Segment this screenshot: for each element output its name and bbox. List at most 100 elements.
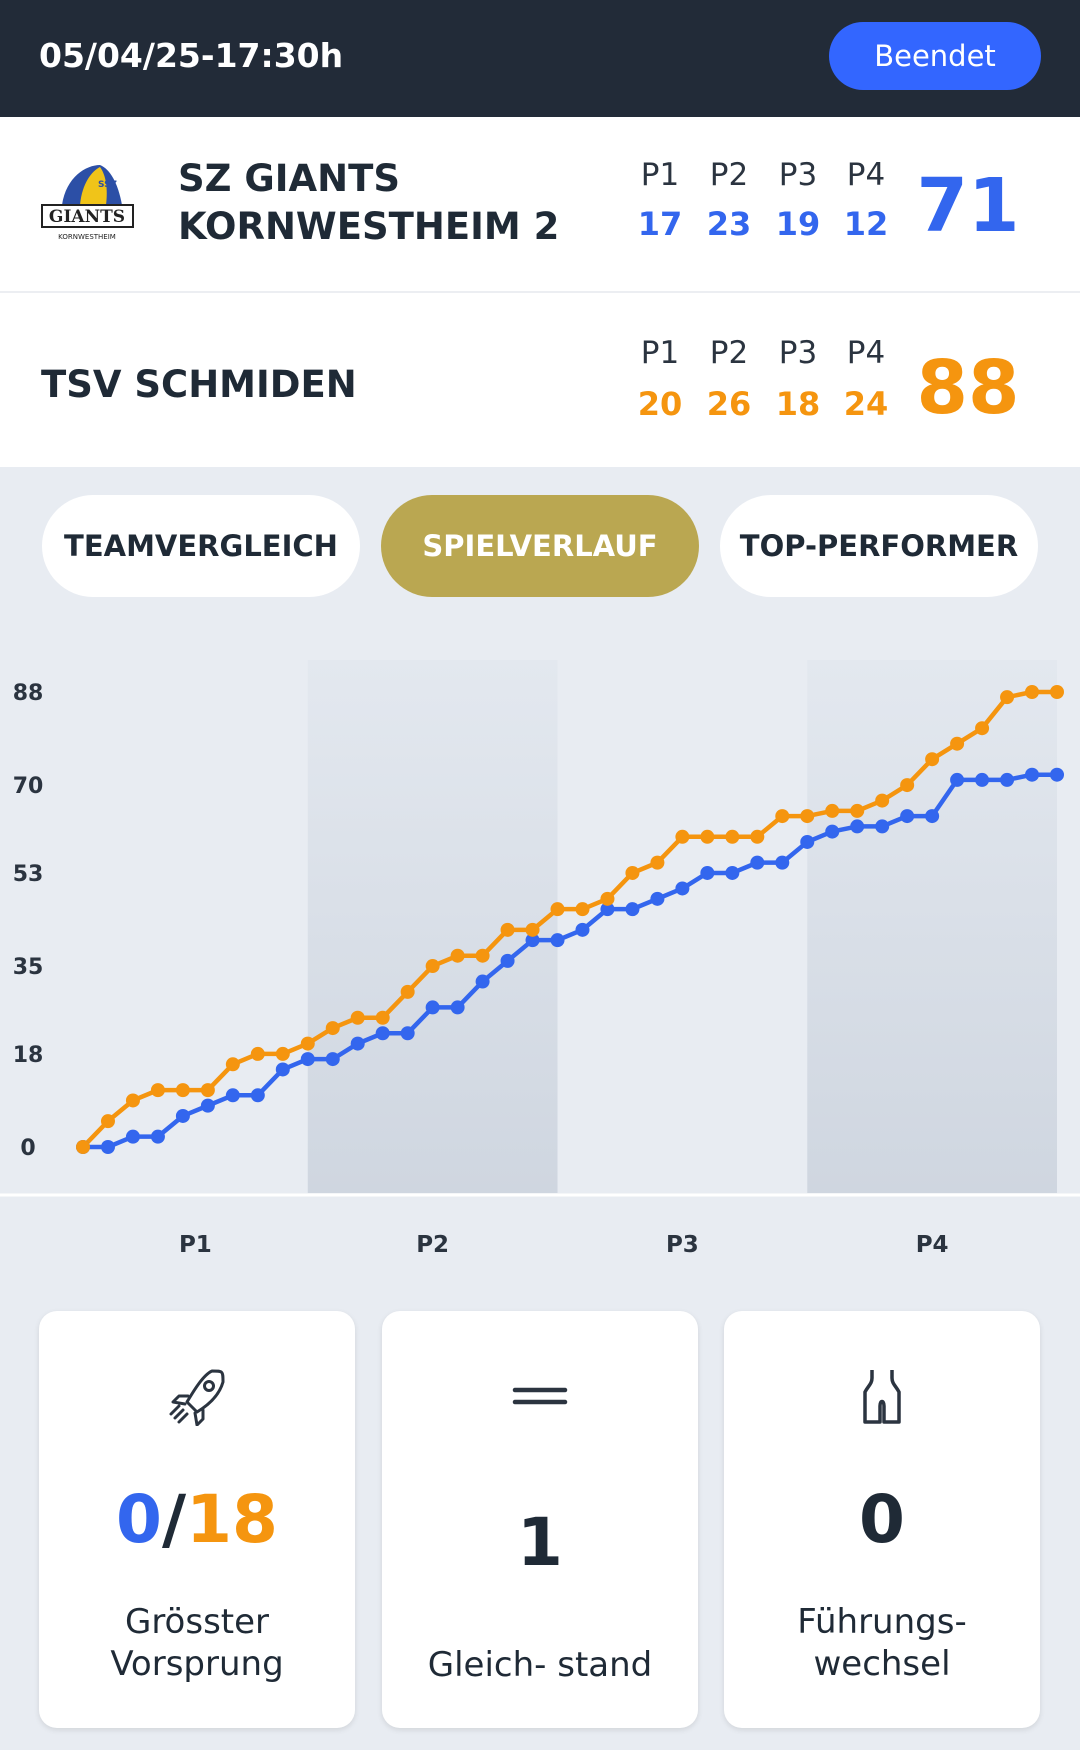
data-point bbox=[925, 752, 940, 767]
data-point bbox=[950, 736, 965, 751]
data-point bbox=[1050, 685, 1064, 699]
data-point bbox=[325, 1052, 340, 1067]
lead-changes-label-line2: wechsel bbox=[813, 1644, 951, 1684]
data-point bbox=[1050, 767, 1064, 782]
lead-label-line2: Vorsprung bbox=[110, 1644, 284, 1684]
vest-icon bbox=[863, 1370, 901, 1424]
period-label: P4 bbox=[846, 157, 886, 193]
data-point bbox=[750, 855, 765, 870]
game-date: 05/04/25-17:30h bbox=[39, 36, 344, 75]
team-name: SZ GIANTS KORNWESTHEIM 2 bbox=[178, 155, 559, 251]
data-point bbox=[100, 1140, 115, 1154]
score-progression-chart: 0 18 35 53 70 88 P1 P2 P3 P4 bbox=[0, 660, 1080, 1258]
lead-value-home: 0 bbox=[116, 1481, 162, 1558]
data-point bbox=[975, 721, 990, 736]
period-label: P1 bbox=[640, 157, 680, 193]
data-point bbox=[300, 1036, 315, 1051]
period-score: 12 bbox=[843, 205, 889, 243]
data-point bbox=[1000, 772, 1015, 787]
team-row-away[interactable]: TSV SCHMIDEN P1 P2 P3 P4 20 26 18 24 88 bbox=[0, 293, 1080, 467]
y-tick-label: 0 bbox=[20, 1136, 35, 1161]
data-point bbox=[650, 891, 665, 906]
logo-sub-text: KORNWESTHEIM bbox=[58, 233, 116, 241]
tab-top-performer[interactable]: TOP-PERFORMER bbox=[720, 495, 1038, 597]
data-point bbox=[625, 865, 640, 880]
data-point bbox=[100, 1114, 115, 1129]
lead-changes-value: 0 bbox=[859, 1481, 905, 1558]
logo-badge-text: SSZ bbox=[98, 180, 118, 190]
data-point bbox=[850, 819, 865, 834]
period-score: 17 bbox=[637, 205, 683, 243]
data-point bbox=[400, 1026, 415, 1041]
team-name-line1: SZ GIANTS bbox=[178, 157, 400, 200]
data-point bbox=[175, 1083, 190, 1098]
data-point bbox=[575, 902, 590, 917]
data-point bbox=[250, 1046, 265, 1061]
data-point bbox=[425, 1000, 440, 1015]
equals-icon bbox=[512, 1387, 568, 1405]
data-point bbox=[600, 891, 615, 906]
data-point bbox=[825, 824, 840, 839]
x-tick-label: P3 bbox=[666, 1232, 699, 1258]
data-point bbox=[150, 1083, 165, 1098]
data-point bbox=[150, 1129, 165, 1144]
data-point bbox=[950, 772, 965, 787]
data-point bbox=[200, 1098, 215, 1113]
status-button[interactable]: Beendet bbox=[829, 22, 1041, 90]
data-point bbox=[500, 922, 515, 937]
lead-changes-label: Führungs- wechsel bbox=[724, 1601, 1040, 1685]
tab-teamvergleich[interactable]: TEAMVERGLEICH bbox=[42, 495, 360, 597]
data-point bbox=[225, 1088, 240, 1103]
top-bar: 05/04/25-17:30h Beendet bbox=[0, 0, 1080, 117]
data-point bbox=[850, 803, 865, 818]
lead-value: 0/18 bbox=[39, 1481, 355, 1558]
data-point bbox=[975, 772, 990, 787]
y-tick-label: 70 bbox=[13, 774, 44, 799]
logo-main-text: GIANTS bbox=[49, 207, 125, 227]
tab-spielverlauf[interactable]: SPIELVERLAUF bbox=[381, 495, 699, 597]
data-point bbox=[750, 829, 765, 844]
y-tick-label: 35 bbox=[13, 955, 44, 980]
data-point bbox=[900, 778, 915, 793]
lead-label: Grösster Vorsprung bbox=[39, 1601, 355, 1685]
data-point bbox=[125, 1093, 140, 1108]
data-point bbox=[875, 819, 890, 834]
ties-label: Gleich- stand bbox=[427, 1645, 653, 1685]
stat-card-lead: 0/18 Grösster Vorsprung bbox=[39, 1311, 355, 1728]
data-point bbox=[725, 829, 740, 844]
data-point bbox=[225, 1057, 240, 1072]
period-band bbox=[807, 660, 1057, 1193]
period-label: P2 bbox=[709, 157, 749, 193]
data-point bbox=[76, 1140, 90, 1154]
series-line-home bbox=[83, 772, 1057, 1150]
data-point bbox=[275, 1046, 290, 1061]
rocket-icon bbox=[169, 1369, 225, 1426]
data-point bbox=[725, 865, 740, 880]
stat-card-lead-changes: 0 Führungs- wechsel bbox=[724, 1311, 1040, 1728]
data-point bbox=[475, 974, 490, 989]
period-label: P1 bbox=[640, 335, 680, 371]
ties-value: 1 bbox=[517, 1504, 563, 1581]
data-point bbox=[350, 1010, 365, 1025]
team-row-home[interactable]: SSZ GIANTS KORNWESTHEIM SZ GIANTS KORNWE… bbox=[0, 117, 1080, 292]
data-point bbox=[275, 1062, 290, 1077]
total-score: 71 bbox=[916, 163, 1020, 249]
data-point bbox=[650, 855, 665, 870]
data-point bbox=[550, 902, 565, 917]
data-point bbox=[400, 984, 415, 999]
data-point bbox=[875, 793, 890, 808]
data-point bbox=[550, 933, 565, 948]
period-score: 23 bbox=[706, 205, 752, 243]
data-point bbox=[350, 1036, 365, 1051]
period-label: P4 bbox=[846, 335, 886, 371]
period-label: P3 bbox=[778, 157, 818, 193]
data-point bbox=[300, 1052, 315, 1067]
x-tick-label: P1 bbox=[179, 1232, 212, 1258]
data-point bbox=[1025, 685, 1040, 699]
team-name-line2: KORNWESTHEIM 2 bbox=[178, 205, 560, 248]
data-point bbox=[475, 948, 490, 963]
divider bbox=[0, 291, 1080, 293]
stat-card-ties: 1 Gleich- stand bbox=[382, 1311, 698, 1728]
data-point bbox=[375, 1010, 390, 1025]
data-point bbox=[200, 1083, 215, 1098]
